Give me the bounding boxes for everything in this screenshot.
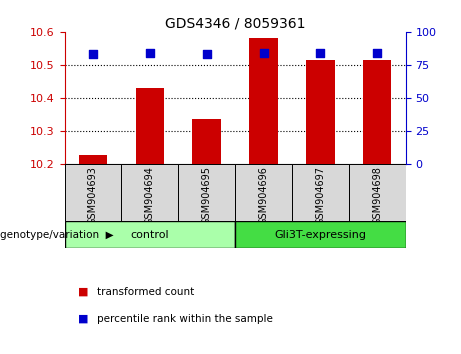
Text: GSM904694: GSM904694	[145, 166, 155, 225]
Text: transformed count: transformed count	[97, 287, 194, 297]
Bar	[363, 60, 391, 164]
Text: Gli3T-expressing: Gli3T-expressing	[274, 230, 366, 240]
Text: genotype/variation  ▶: genotype/variation ▶	[0, 230, 113, 240]
Text: GSM904693: GSM904693	[88, 166, 98, 225]
Text: control: control	[130, 230, 169, 240]
Bar	[193, 119, 221, 164]
Bar	[249, 39, 278, 164]
Text: GSM904697: GSM904697	[315, 166, 325, 225]
Point	[317, 50, 324, 56]
Title: GDS4346 / 8059361: GDS4346 / 8059361	[165, 17, 305, 31]
Text: GSM904696: GSM904696	[259, 166, 269, 225]
Text: percentile rank within the sample: percentile rank within the sample	[97, 314, 273, 324]
Point	[260, 50, 267, 56]
Point	[146, 50, 154, 56]
Bar	[121, 164, 178, 222]
Bar	[292, 164, 349, 222]
Text: GSM904698: GSM904698	[372, 166, 382, 225]
Text: ■: ■	[78, 287, 89, 297]
Bar	[65, 222, 235, 248]
Bar	[235, 222, 406, 248]
Point	[373, 50, 381, 56]
Bar	[349, 164, 406, 222]
Bar	[178, 164, 235, 222]
Point	[203, 51, 210, 57]
Bar	[306, 60, 335, 164]
Bar	[235, 164, 292, 222]
Bar	[65, 164, 121, 222]
Point	[89, 51, 97, 57]
Text: GSM904695: GSM904695	[201, 166, 212, 225]
Bar	[79, 155, 107, 164]
Bar	[136, 88, 164, 164]
Text: ■: ■	[78, 314, 89, 324]
